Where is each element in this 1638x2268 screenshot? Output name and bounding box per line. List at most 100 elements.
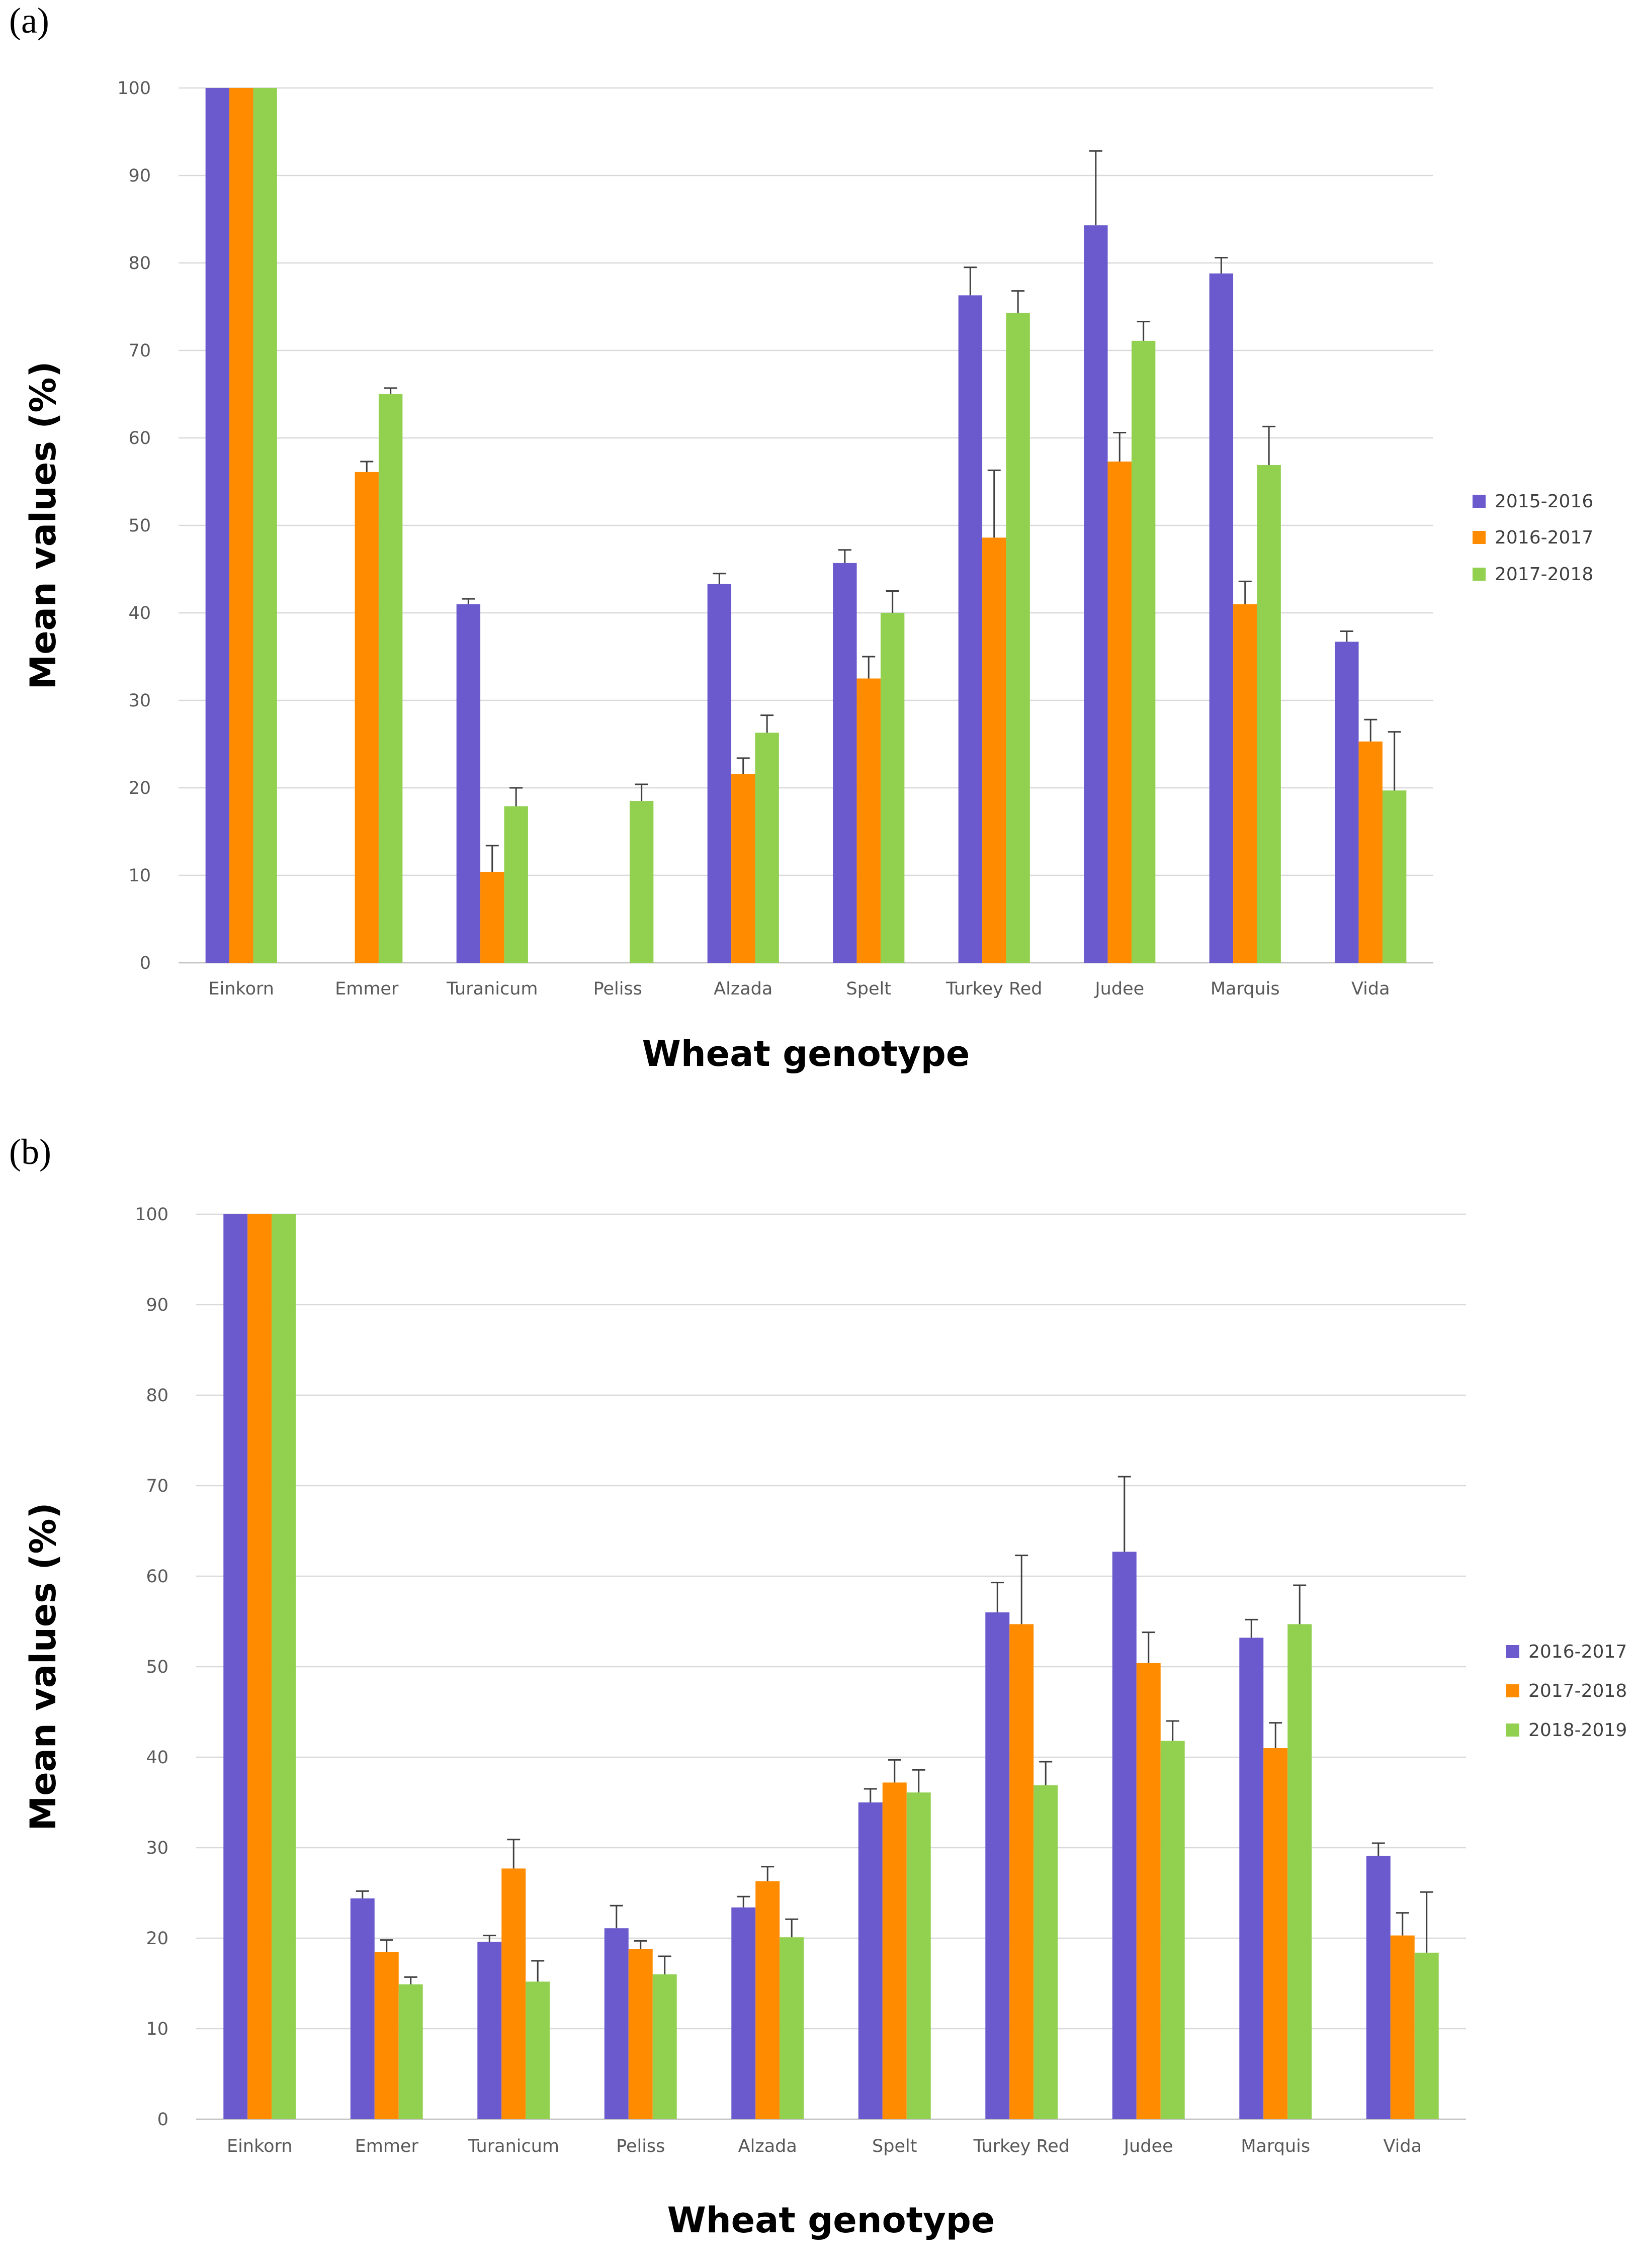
chart1-legend-swatch-2016-2017: [1506, 1645, 1519, 1658]
chart0-bar-einkorn-2016-2017: [229, 88, 253, 963]
chart0-x-axis-title: Wheat genotype: [642, 1033, 970, 1074]
chart1-bar-vida-2018-2019: [1414, 1952, 1439, 2119]
chart1-bar-turanicum-2017-2018: [501, 1868, 526, 2119]
chart0-bar-judee-2017-2018: [1131, 340, 1156, 963]
chart0-bar-turkey-red-2016-2017: [982, 537, 1006, 963]
chart0-bar-turanicum-2015-2016: [456, 604, 481, 963]
chart1-legend-swatch-2017-2018: [1506, 1684, 1519, 1697]
chart0-bar-vida-2016-2017: [1358, 741, 1383, 963]
chart1-bar-peliss-2017-2018: [628, 1949, 653, 2119]
chart0-bar-turkey-red-2017-2018: [1006, 313, 1030, 963]
chart0-bar-emmer-2017-2018: [378, 394, 403, 963]
chart1-bar-spelt-2017-2018: [882, 1782, 907, 2119]
chart0-y-tick-label-10: 10: [128, 866, 151, 886]
chart1-y-tick-label-90: 90: [146, 1295, 168, 1315]
chart0-bar-judee-2016-2017: [1107, 461, 1132, 963]
chart1-bar-judee-2017-2018: [1136, 1663, 1161, 2119]
chart1-y-tick-label-50: 50: [146, 1657, 168, 1677]
chart1-bar-peliss-2016-2017: [604, 1928, 629, 2119]
chart1-x-tick-label-marquis: Marquis: [1241, 2136, 1310, 2156]
chart0-legend-label-2017-2018: 2017-2018: [1495, 564, 1593, 585]
chart1-y-tick-label-60: 60: [146, 1567, 168, 1587]
chart0-x-tick-label-alzada: Alzada: [714, 979, 772, 999]
chart1-bar-marquis-2017-2018: [1263, 1748, 1288, 2119]
chart0-x-tick-label-judee: Judee: [1094, 979, 1144, 999]
chart0-bar-spelt-2017-2018: [880, 613, 905, 963]
chart0-legend-swatch-2016-2017: [1473, 531, 1486, 544]
chart1-bar-turanicum-2016-2017: [477, 1942, 502, 2119]
chart0-legend-label-2015-2016: 2015-2016: [1495, 491, 1593, 512]
chart1-x-axis-title: Wheat genotype: [667, 2200, 995, 2241]
chart0-bar-alzada-2016-2017: [731, 774, 755, 963]
chart0-legend-label-2016-2017: 2016-2017: [1495, 527, 1593, 548]
chart0-bar-einkorn-2015-2016: [205, 88, 230, 963]
chart1-bar-marquis-2016-2017: [1239, 1638, 1264, 2119]
chart0-bar-judee-2015-2016: [1084, 225, 1108, 963]
chart0-legend-swatch-2017-2018: [1473, 568, 1486, 581]
chart0-x-tick-label-marquis: Marquis: [1211, 979, 1280, 999]
chart0-bar-turkey-red-2015-2016: [958, 295, 983, 963]
chart0-bar-vida-2017-2018: [1382, 790, 1407, 963]
chart0-bar-vida-2015-2016: [1335, 642, 1359, 963]
chart1-y-tick-label-20: 20: [146, 1929, 168, 1949]
chart1-bar-alzada-2016-2017: [731, 1907, 756, 2119]
chart0-bar-marquis-2016-2017: [1233, 604, 1257, 963]
chart0-x-tick-label-vida: Vida: [1351, 979, 1390, 999]
chart1-bar-spelt-2016-2017: [858, 1802, 883, 2119]
chart0-legend-swatch-2015-2016: [1473, 495, 1486, 508]
chart0-bar-turanicum-2016-2017: [480, 872, 504, 963]
chart1-y-tick-label-10: 10: [146, 2019, 168, 2039]
chart1-x-tick-label-emmer: Emmer: [355, 2136, 419, 2156]
chart0-bar-emmer-2016-2017: [355, 472, 379, 963]
chart1-y-tick-label-0: 0: [157, 2110, 168, 2130]
chart1-y-tick-label-100: 100: [135, 1205, 168, 1225]
chart0-y-tick-label-50: 50: [128, 516, 151, 536]
chart1-bar-alzada-2018-2019: [780, 1937, 804, 2119]
chart1-y-tick-label-70: 70: [146, 1476, 168, 1496]
chart1-bar-einkorn-2018-2019: [272, 1214, 296, 2119]
chart1-bar-turanicum-2018-2019: [526, 1981, 550, 2119]
chart1-bar-vida-2016-2017: [1366, 1856, 1391, 2119]
chart0-x-tick-label-turkey-red: Turkey Red: [945, 979, 1043, 999]
chart0-bar-alzada-2017-2018: [755, 733, 779, 963]
chart1-bar-alzada-2017-2018: [755, 1881, 780, 2119]
chart0-x-tick-label-einkorn: Einkorn: [209, 979, 274, 999]
chart1-y-tick-label-30: 30: [146, 1838, 168, 1858]
chart0-bar-spelt-2015-2016: [833, 563, 857, 963]
chart0-bar-alzada-2015-2016: [707, 584, 732, 963]
chart0-y-tick-label-40: 40: [128, 603, 151, 623]
chart1-bar-emmer-2016-2017: [350, 1898, 375, 2119]
chart0-y-tick-label-0: 0: [140, 953, 151, 973]
chart1-bar-turkey-red-2016-2017: [985, 1612, 1010, 2119]
chart0-bar-marquis-2015-2016: [1209, 273, 1234, 963]
chart1-x-tick-label-turkey-red: Turkey Red: [973, 2136, 1070, 2156]
chart1-legend-label-2017-2018: 2017-2018: [1528, 1681, 1627, 1701]
chart1-bar-spelt-2018-2019: [906, 1792, 931, 2119]
chart1-legend-swatch-2018-2019: [1506, 1723, 1519, 1737]
chart0-x-tick-label-peliss: Peliss: [593, 979, 642, 999]
panel-b-label: (b): [9, 1132, 51, 1172]
chart0-y-tick-label-90: 90: [128, 166, 151, 186]
chart1-bar-judee-2018-2019: [1160, 1741, 1185, 2119]
panel-a-label: (a): [9, 1, 49, 41]
chart0-y-tick-label-80: 80: [128, 253, 151, 274]
chart1-bar-marquis-2018-2019: [1287, 1624, 1312, 2119]
chart-a: 0 10 20 30 40 50 60 70 80 90 100 Einkorn Emmer Turani…: [23, 78, 1593, 1074]
chart1-y-tick-label-80: 80: [146, 1386, 168, 1406]
chart0-bar-peliss-2017-2018: [629, 801, 654, 963]
chart0-x-tick-label-emmer: Emmer: [335, 979, 399, 999]
chart0-y-tick-label-20: 20: [128, 778, 151, 798]
chart1-y-tick-label-40: 40: [146, 1748, 168, 1768]
chart0-y-tick-label-70: 70: [128, 341, 151, 361]
chart0-y-tick-label-60: 60: [128, 428, 151, 448]
chart1-bar-einkorn-2017-2018: [247, 1214, 272, 2119]
chart0-bar-turanicum-2017-2018: [504, 806, 528, 963]
chart1-bar-judee-2016-2017: [1112, 1552, 1137, 2119]
chart0-bar-spelt-2016-2017: [856, 678, 881, 963]
chart1-x-tick-label-alzada: Alzada: [738, 2136, 797, 2156]
chart1-x-tick-label-spelt: Spelt: [872, 2136, 917, 2156]
chart1-bar-emmer-2017-2018: [374, 1952, 399, 2119]
chart0-y-tick-label-30: 30: [128, 691, 151, 711]
chart0-bar-einkorn-2017-2018: [253, 88, 277, 963]
chart0-x-tick-label-spelt: Spelt: [846, 979, 891, 999]
